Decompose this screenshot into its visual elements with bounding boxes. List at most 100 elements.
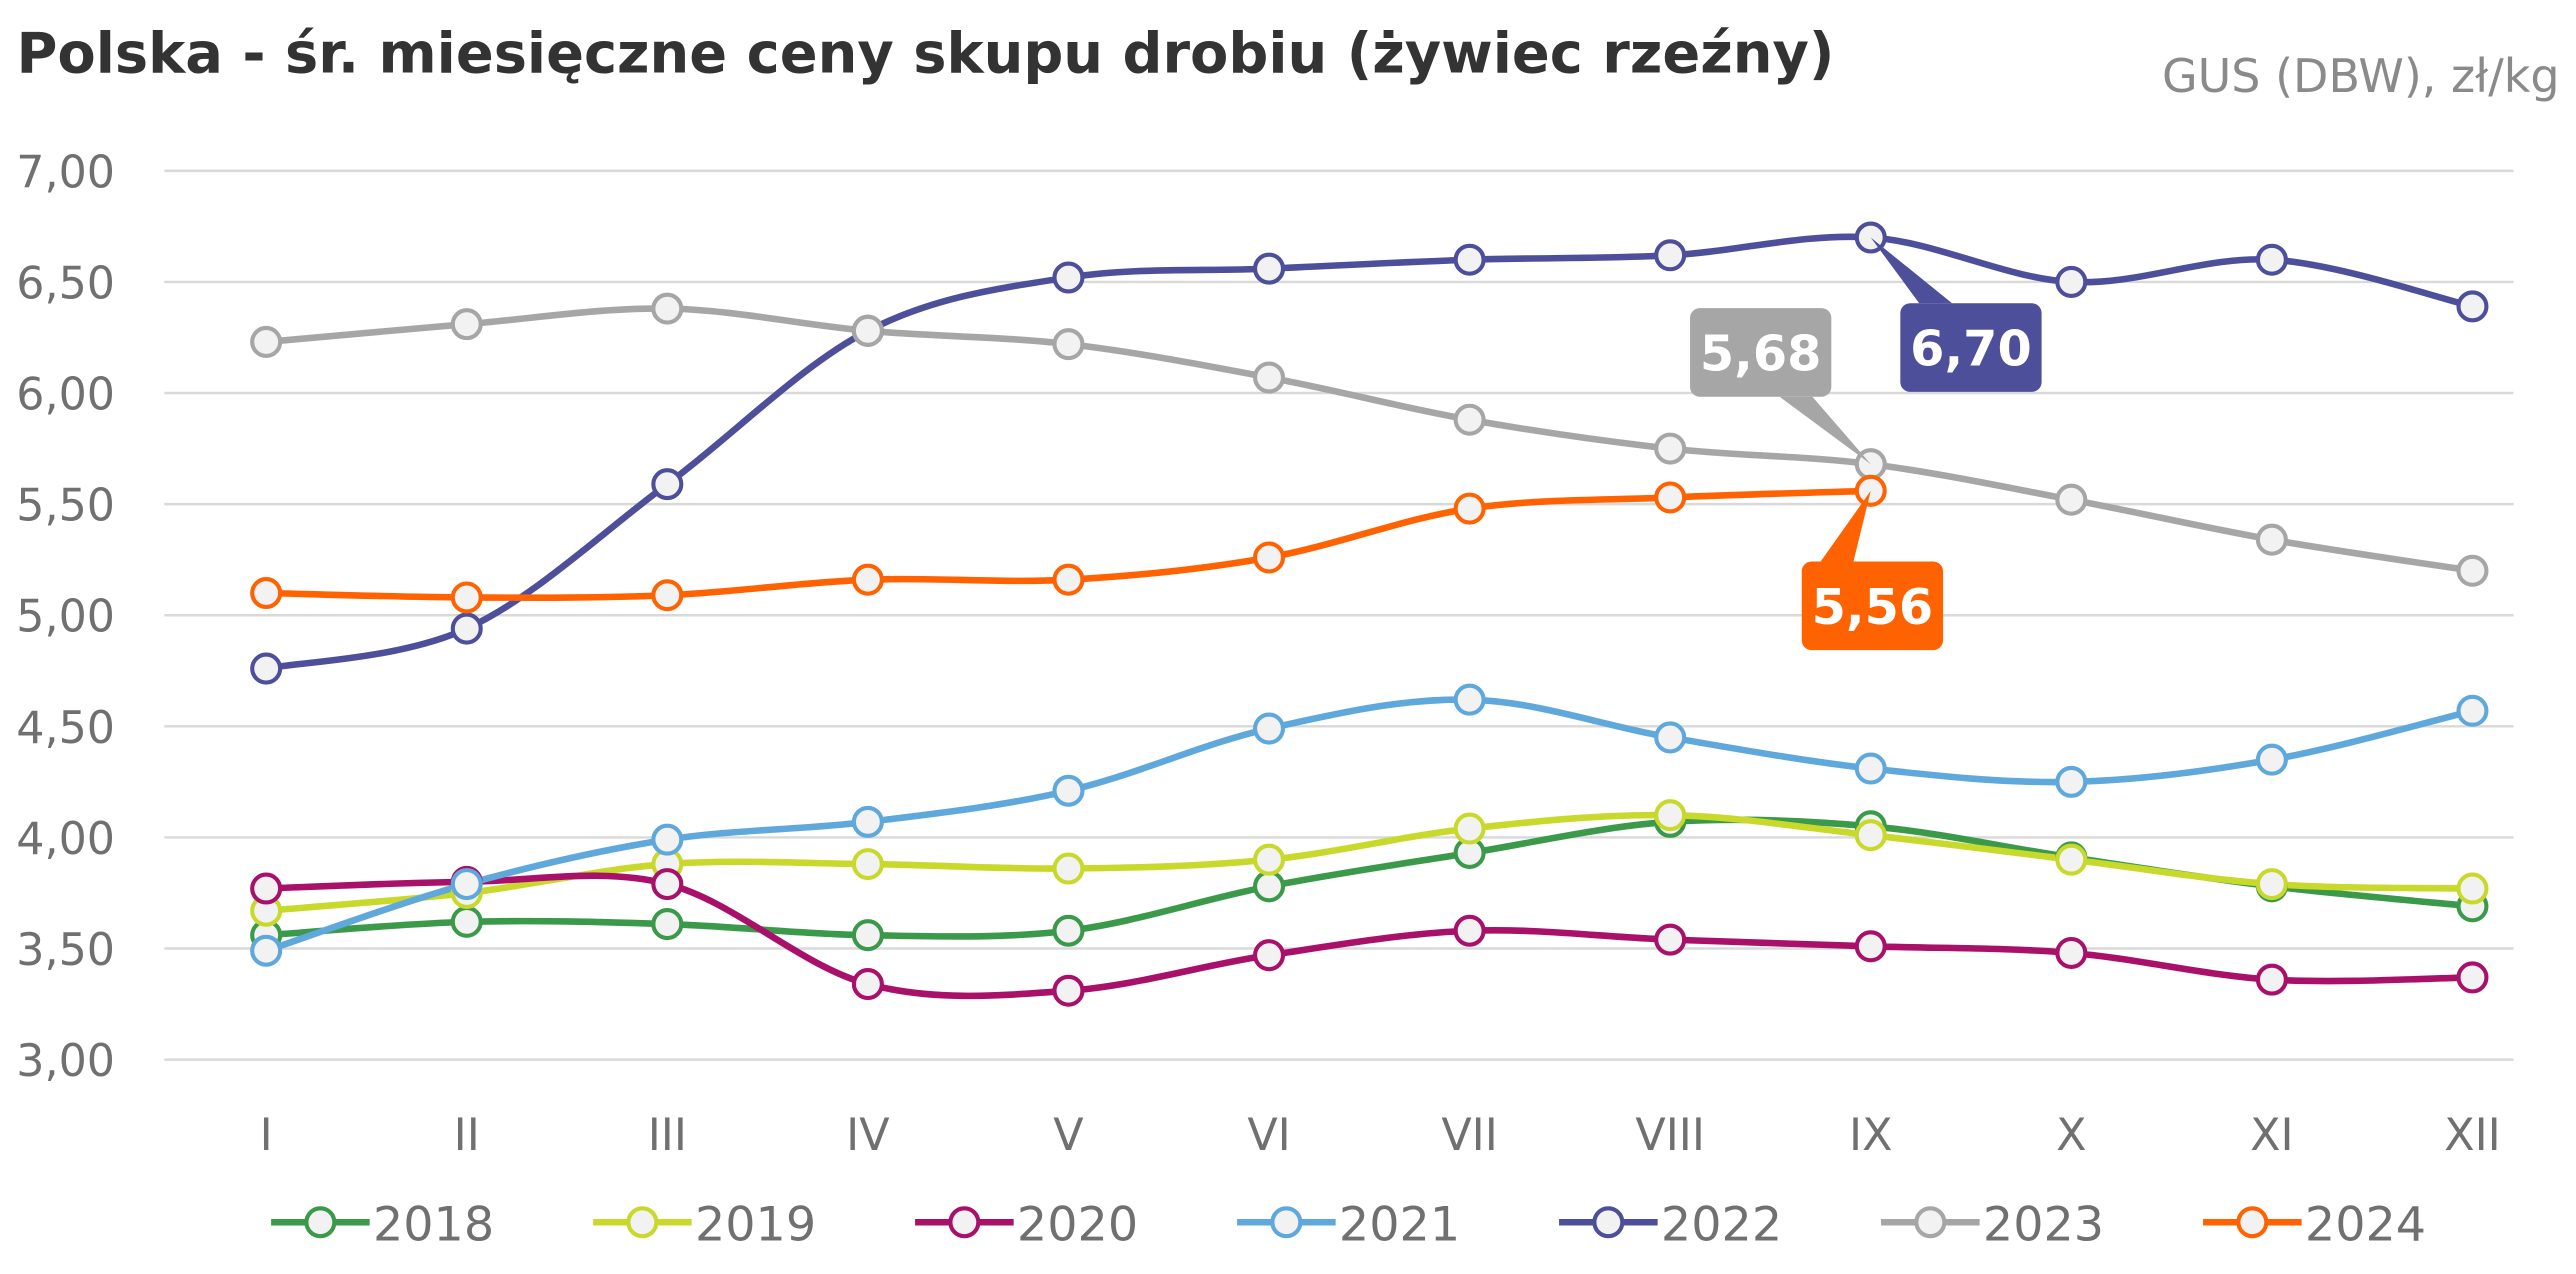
data-point xyxy=(1654,923,1687,956)
y-tick-label: 5,00 xyxy=(16,592,115,643)
legend-label: 2022 xyxy=(1661,1197,1782,1252)
data-point xyxy=(450,581,483,614)
x-tick-label: VIII xyxy=(1635,1110,1705,1161)
data-point xyxy=(2255,868,2288,901)
series-line xyxy=(265,305,2473,575)
data-point xyxy=(1052,328,1085,361)
legend-marker xyxy=(948,1206,981,1239)
series-line xyxy=(265,696,2474,954)
data-point xyxy=(851,968,884,1001)
data-point xyxy=(2456,290,2489,323)
data-point xyxy=(1654,721,1687,754)
data-point xyxy=(2255,523,2288,556)
data-label: 5,56 xyxy=(1812,578,1934,636)
legend-label: 2024 xyxy=(2305,1197,2426,1252)
data-point xyxy=(250,576,283,610)
series-line xyxy=(265,233,2474,672)
legend-marker xyxy=(304,1206,337,1239)
data-point xyxy=(2055,843,2088,876)
callout-box xyxy=(1900,303,2042,392)
data-point xyxy=(2255,243,2288,276)
y-tick-label: 3,00 xyxy=(16,1036,115,1087)
legend-marker xyxy=(626,1206,659,1239)
data-point xyxy=(851,848,884,881)
data-point xyxy=(2055,265,2088,298)
data-point xyxy=(450,905,483,938)
x-tick-label: II xyxy=(454,1110,480,1161)
data-point xyxy=(851,563,884,596)
x-tick-label: V xyxy=(1053,1110,1083,1161)
data-point xyxy=(651,908,684,941)
data-point xyxy=(1854,819,1887,852)
x-tick-label: I xyxy=(260,1110,273,1161)
y-tick-label: 6,50 xyxy=(16,258,115,309)
data-point xyxy=(1854,930,1887,963)
legend-label: 2019 xyxy=(695,1197,816,1252)
data-point xyxy=(250,934,283,967)
data-point xyxy=(1253,541,1286,574)
data-point xyxy=(450,868,483,901)
callout-box xyxy=(1801,561,1944,651)
series-line xyxy=(265,811,2473,915)
series-line xyxy=(266,872,2473,1000)
data-point xyxy=(851,805,884,838)
data-point xyxy=(2255,743,2288,776)
data-point xyxy=(1654,432,1687,465)
x-tick-label: VII xyxy=(1441,1110,1498,1161)
data-point xyxy=(1654,239,1687,272)
data-point xyxy=(851,314,884,347)
y-tick-label: 5,50 xyxy=(16,481,115,532)
y-tick-label: 4,50 xyxy=(16,703,115,754)
data-point xyxy=(851,919,884,952)
data-point xyxy=(1052,563,1085,596)
x-tick-label: IV xyxy=(846,1110,889,1161)
data-point xyxy=(2055,483,2088,516)
data-point xyxy=(1453,243,1486,276)
callout-pointer xyxy=(1870,237,1953,304)
legend-label: 2018 xyxy=(373,1197,494,1252)
data-label: 5,68 xyxy=(1700,325,1822,383)
x-tick-label: VI xyxy=(1247,1110,1290,1161)
legend-marker xyxy=(1270,1206,1303,1239)
data-point xyxy=(2456,872,2489,905)
data-point xyxy=(2456,554,2489,587)
chart-title: Polska - śr. miesięczne ceny skupu drobi… xyxy=(16,21,1834,86)
data-point xyxy=(651,579,684,612)
data-point xyxy=(1654,799,1687,832)
data-point xyxy=(651,868,684,901)
data-point xyxy=(1453,403,1486,436)
x-tick-label: III xyxy=(648,1110,687,1161)
legend-label: 2020 xyxy=(1017,1197,1138,1252)
data-point xyxy=(1052,852,1085,885)
y-tick-label: 3,50 xyxy=(16,925,115,976)
data-point xyxy=(1052,974,1085,1007)
x-tick-label: IX xyxy=(1849,1110,1892,1161)
data-point xyxy=(651,823,684,856)
x-tick-label: XI xyxy=(2250,1110,2293,1161)
data-point xyxy=(651,292,684,325)
data-point xyxy=(1052,914,1085,947)
data-point xyxy=(1253,252,1286,285)
data-point xyxy=(1453,492,1486,525)
data-point xyxy=(250,872,283,905)
y-tick-label: 4,00 xyxy=(16,814,115,865)
data-point xyxy=(1453,683,1486,716)
data-point xyxy=(1453,812,1486,845)
data-point xyxy=(1253,712,1286,745)
data-point xyxy=(1052,261,1085,294)
y-tick-label: 7,00 xyxy=(16,147,115,198)
data-point xyxy=(450,308,483,341)
data-point xyxy=(651,468,684,501)
data-point xyxy=(1052,774,1085,807)
data-point xyxy=(1253,361,1286,394)
data-label: 6,70 xyxy=(1910,320,2032,378)
x-tick-label: X xyxy=(2056,1110,2086,1161)
legend-label: 2021 xyxy=(1339,1197,1460,1252)
chart-subtitle: GUS (DBW), zł/kg xyxy=(2162,49,2560,103)
y-tick-label: 6,00 xyxy=(16,369,115,420)
data-point xyxy=(1253,939,1286,972)
data-point xyxy=(2255,963,2288,996)
legend-marker xyxy=(2236,1206,2269,1239)
data-point xyxy=(250,652,283,685)
